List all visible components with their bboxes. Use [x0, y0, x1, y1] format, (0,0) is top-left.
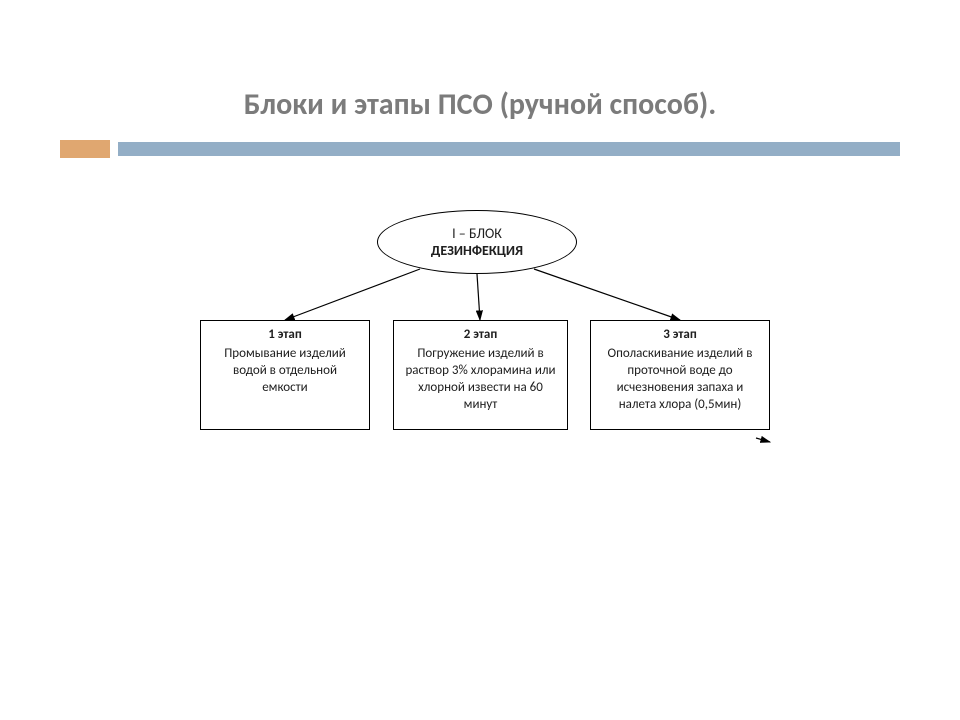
- ellipse-line2: ДЕЗИНФЕКЦИЯ: [431, 242, 523, 260]
- stage-title: 1 этап: [268, 327, 302, 344]
- stage-text: Промывание изделий водой в отдельной емк…: [209, 346, 361, 397]
- block-ellipse: I – БЛОК ДЕЗИНФЕКЦИЯ: [377, 210, 577, 274]
- page-title: Блоки и этапы ПСО (ручной способ).: [0, 86, 960, 123]
- stage-box-2: 2 этап Погружение изделий в раствор 3% х…: [393, 320, 568, 430]
- stage-text: Погружение изделий в раствор 3% хлорамин…: [402, 346, 559, 414]
- accent-block: [60, 140, 110, 158]
- stage-box-3: 3 этап Ополаскивание изделий в проточной…: [590, 320, 770, 430]
- ellipse-line1: I – БЛОК: [452, 225, 502, 243]
- stage-text: Ополаскивание изделий в проточной воде д…: [599, 346, 761, 414]
- rule-bar: [118, 142, 900, 156]
- stage-title: 2 этап: [464, 327, 498, 344]
- diagram: I – БЛОК ДЕЗИНФЕКЦИЯ 1 этап Промывание и…: [0, 170, 960, 510]
- slide: Блоки и этапы ПСО (ручной способ). I – Б…: [0, 0, 960, 720]
- stage-title: 3 этап: [663, 327, 697, 344]
- title-rule: [0, 140, 960, 166]
- stage-box-1: 1 этап Промывание изделий водой в отдель…: [200, 320, 370, 430]
